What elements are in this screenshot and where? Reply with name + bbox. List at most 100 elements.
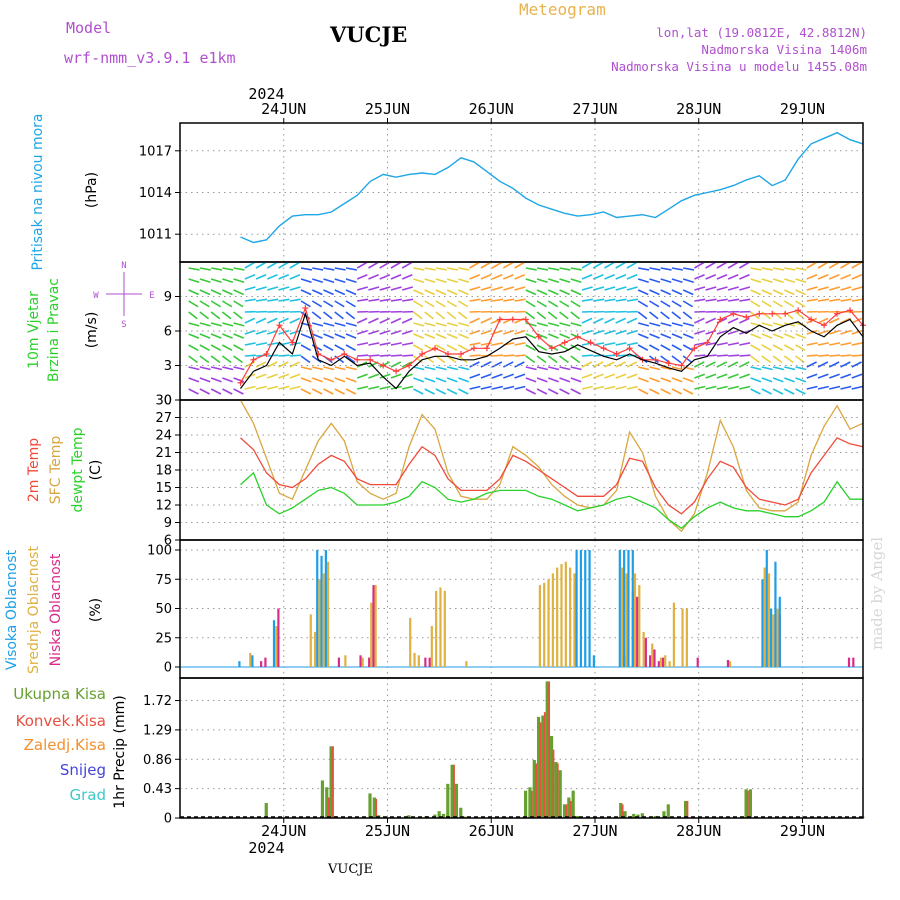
- wind-barb: [311, 289, 323, 296]
- compass-letter: E: [149, 291, 154, 301]
- precip-legend-4: Snijeg: [60, 761, 106, 779]
- cloud-low-bar: [636, 596, 639, 667]
- wind-barb: [278, 342, 290, 346]
- cloud-mid-bar: [659, 657, 663, 667]
- wind-barb: [660, 344, 671, 352]
- wind-barb: [694, 273, 705, 280]
- precip-conv-bar: [621, 804, 624, 818]
- wind-barb: [851, 354, 863, 357]
- wind-barb: [424, 355, 435, 364]
- wind-barb: [188, 333, 200, 339]
- wind-barb: [334, 289, 346, 296]
- wind-barb: [705, 373, 717, 379]
- compass-letter: S: [121, 320, 126, 330]
- wind-barb: [300, 355, 311, 364]
- wind-barb: [638, 267, 650, 271]
- compass-rose: [106, 272, 142, 316]
- wind-barb: [637, 344, 649, 352]
- wind-barb: [694, 354, 706, 357]
- precip-conv-bar: [747, 790, 749, 818]
- wind-barb: [705, 261, 716, 269]
- cloud-low-bar: [726, 659, 730, 667]
- wind-barb: [604, 329, 616, 335]
- wind-barb: [334, 366, 346, 371]
- wind-barb: [626, 342, 638, 346]
- wind-barb: [188, 388, 199, 395]
- wind-barb: [570, 267, 582, 271]
- precip-total-bar: [320, 780, 325, 818]
- wind-barb: [210, 377, 222, 383]
- wind-barb: [491, 261, 503, 269]
- wind-barb: [379, 273, 391, 280]
- wind-barb: [772, 289, 784, 296]
- y-tick-label: 50: [155, 602, 172, 617]
- precip-total-bar: [549, 736, 554, 818]
- wind-barb: [559, 355, 569, 364]
- precip-conv-bar: [565, 804, 568, 818]
- precip-total-bar: [554, 762, 558, 818]
- cloud-high-bar: [272, 620, 276, 667]
- wind-barb: [671, 278, 683, 283]
- cloud-low-bar: [657, 661, 660, 667]
- cloud-mid-bar: [685, 608, 688, 667]
- pressure-axis-title: Pritisak na nivou mora: [30, 113, 46, 270]
- y-tick-label: 24: [155, 429, 172, 444]
- precip-total-bar: [567, 797, 571, 818]
- wind-barb: [480, 361, 492, 368]
- cloud-high-bar: [627, 550, 630, 667]
- wind-barb: [222, 267, 234, 271]
- wind-barb: [750, 289, 761, 296]
- precip-conv-bar: [453, 764, 455, 818]
- wind-barb: [446, 366, 459, 371]
- wind-barb: [278, 329, 290, 335]
- t2m-axis-title: 2m Temp: [26, 438, 42, 502]
- wind-barb: [738, 261, 750, 269]
- wind-barb: [255, 385, 267, 390]
- wind-barb: [750, 355, 760, 364]
- y-tick-label: 0.86: [143, 753, 172, 768]
- wind-barb: [435, 344, 446, 352]
- wind-barb: [379, 329, 391, 335]
- wind-barb: [278, 317, 289, 324]
- wind-barb: [266, 317, 278, 324]
- y-tick-label: 1017: [139, 144, 172, 159]
- wind-barb: [334, 267, 346, 271]
- wind-barb: [593, 329, 604, 335]
- cloud-mid-bar: [413, 652, 416, 667]
- wind-barb: [851, 298, 863, 302]
- wind-barb: [840, 385, 852, 390]
- cloud-low-bar: [264, 657, 267, 667]
- wind-barb: [716, 286, 728, 291]
- wind-barb: [323, 300, 334, 308]
- wind-barb: [828, 261, 840, 269]
- wind-barb: [446, 344, 458, 352]
- wind-barb: [649, 366, 661, 371]
- wind-barb: [323, 333, 335, 339]
- wind-barb: [806, 342, 818, 346]
- wind-barb: [604, 385, 616, 390]
- wind-barb: [761, 388, 773, 395]
- precip-conv-bar: [375, 798, 378, 818]
- wind-barb: [514, 261, 525, 269]
- wind-barb: [210, 333, 222, 339]
- wind-barb: [649, 289, 660, 296]
- wind-barb: [357, 298, 369, 302]
- wind-barb: [311, 311, 322, 320]
- wind-barb: [188, 366, 200, 371]
- wind-barb: [671, 366, 683, 371]
- wind-barb: [323, 366, 335, 371]
- wind-barb: [525, 377, 537, 383]
- wind-barb: [840, 317, 851, 324]
- precip-total-bar: [683, 800, 688, 818]
- precip-legend-2: Konvek.Kisa: [16, 712, 106, 730]
- wind-barb: [638, 366, 650, 371]
- wind-barb: [446, 388, 458, 395]
- wind-barb: [772, 311, 783, 320]
- y-tick-label: 9: [164, 290, 172, 305]
- wind-barb: [784, 267, 796, 271]
- wind-barb: [705, 298, 717, 302]
- wind-barb: [312, 377, 323, 383]
- wind-barb: [727, 317, 739, 324]
- wind-barb: [424, 388, 435, 395]
- wind-barb: [581, 373, 593, 379]
